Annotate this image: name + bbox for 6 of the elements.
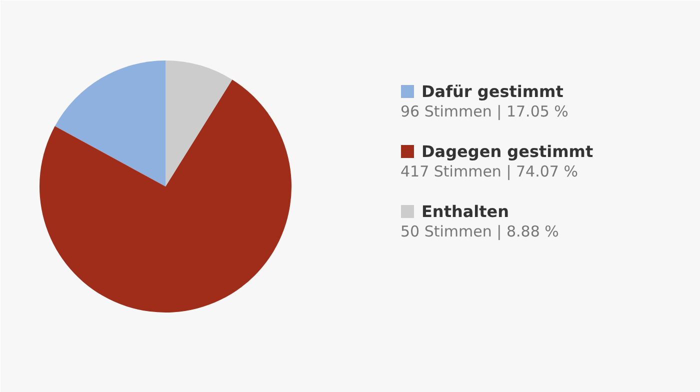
legend-label: Enthalten [422,202,510,221]
legend-label: Dagegen gestimmt [422,142,594,161]
data-label: 417 Stimmen | 74.07 % [400,162,578,180]
legend-label: Dafür gestimmt [422,82,564,101]
data-label: 50 Stimmen | 8.88 % [400,222,559,240]
data-label: 96 Stimmen | 17.05 % [400,102,568,120]
